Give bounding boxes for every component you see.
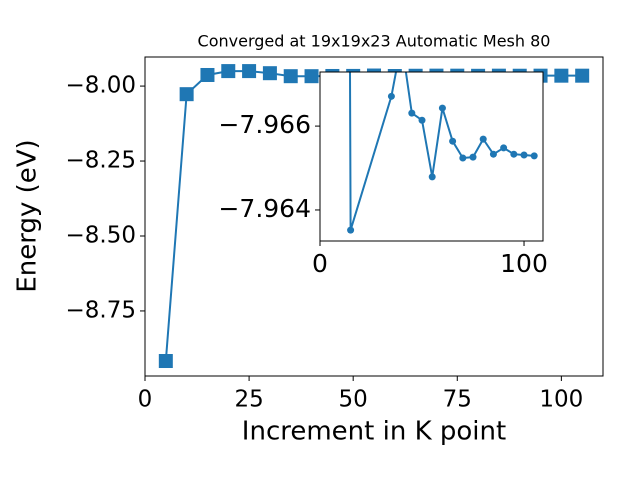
y-tick-label: −8.25 (66, 148, 136, 174)
inset-background (320, 72, 543, 241)
x-tick-label: 0 (138, 387, 153, 413)
data-point (469, 153, 477, 161)
data-point (221, 64, 236, 79)
data-point (428, 173, 436, 181)
data-point (510, 150, 518, 158)
x-tick-label: 100 (539, 387, 583, 413)
y-axis-label: Energy (eV) (13, 139, 43, 292)
data-point (200, 67, 215, 82)
data-point (283, 69, 298, 84)
axes-frame (319, 71, 544, 242)
data-point (347, 226, 355, 234)
data-point (262, 66, 277, 81)
data-point (387, 92, 395, 100)
data-point (242, 64, 257, 79)
data-point (479, 135, 487, 143)
y-tick-label: −8.75 (66, 297, 136, 323)
y-tick-label: −7.964 (218, 194, 311, 223)
y-tick-label: −8.50 (66, 222, 136, 248)
data-point (408, 109, 416, 117)
y-tick-label: −7.966 (218, 110, 311, 139)
data-point (530, 152, 538, 160)
data-point (158, 354, 173, 369)
data-point (459, 154, 467, 162)
data-point (520, 151, 528, 159)
chart-title: Converged at 19x19x23 Automatic Mesh 80 (198, 32, 551, 51)
x-axis-label: Increment in K point (242, 417, 506, 447)
data-point (418, 116, 426, 124)
data-point (500, 144, 508, 152)
data-point (179, 87, 194, 102)
axes-frame (144, 56, 604, 377)
y-tick-label: −8.00 (66, 73, 136, 99)
x-tick-label: 25 (234, 387, 263, 413)
data-point (554, 68, 569, 83)
data-point (304, 69, 319, 84)
x-tick-label: 50 (339, 387, 368, 413)
data-point (449, 137, 457, 145)
data-point (489, 150, 497, 158)
x-tick-label: 75 (443, 387, 472, 413)
data-point (575, 68, 590, 83)
plot-area (347, 72, 538, 234)
data-point (438, 104, 446, 112)
x-tick-label: 0 (312, 249, 328, 278)
x-tick-label: 100 (500, 249, 548, 278)
